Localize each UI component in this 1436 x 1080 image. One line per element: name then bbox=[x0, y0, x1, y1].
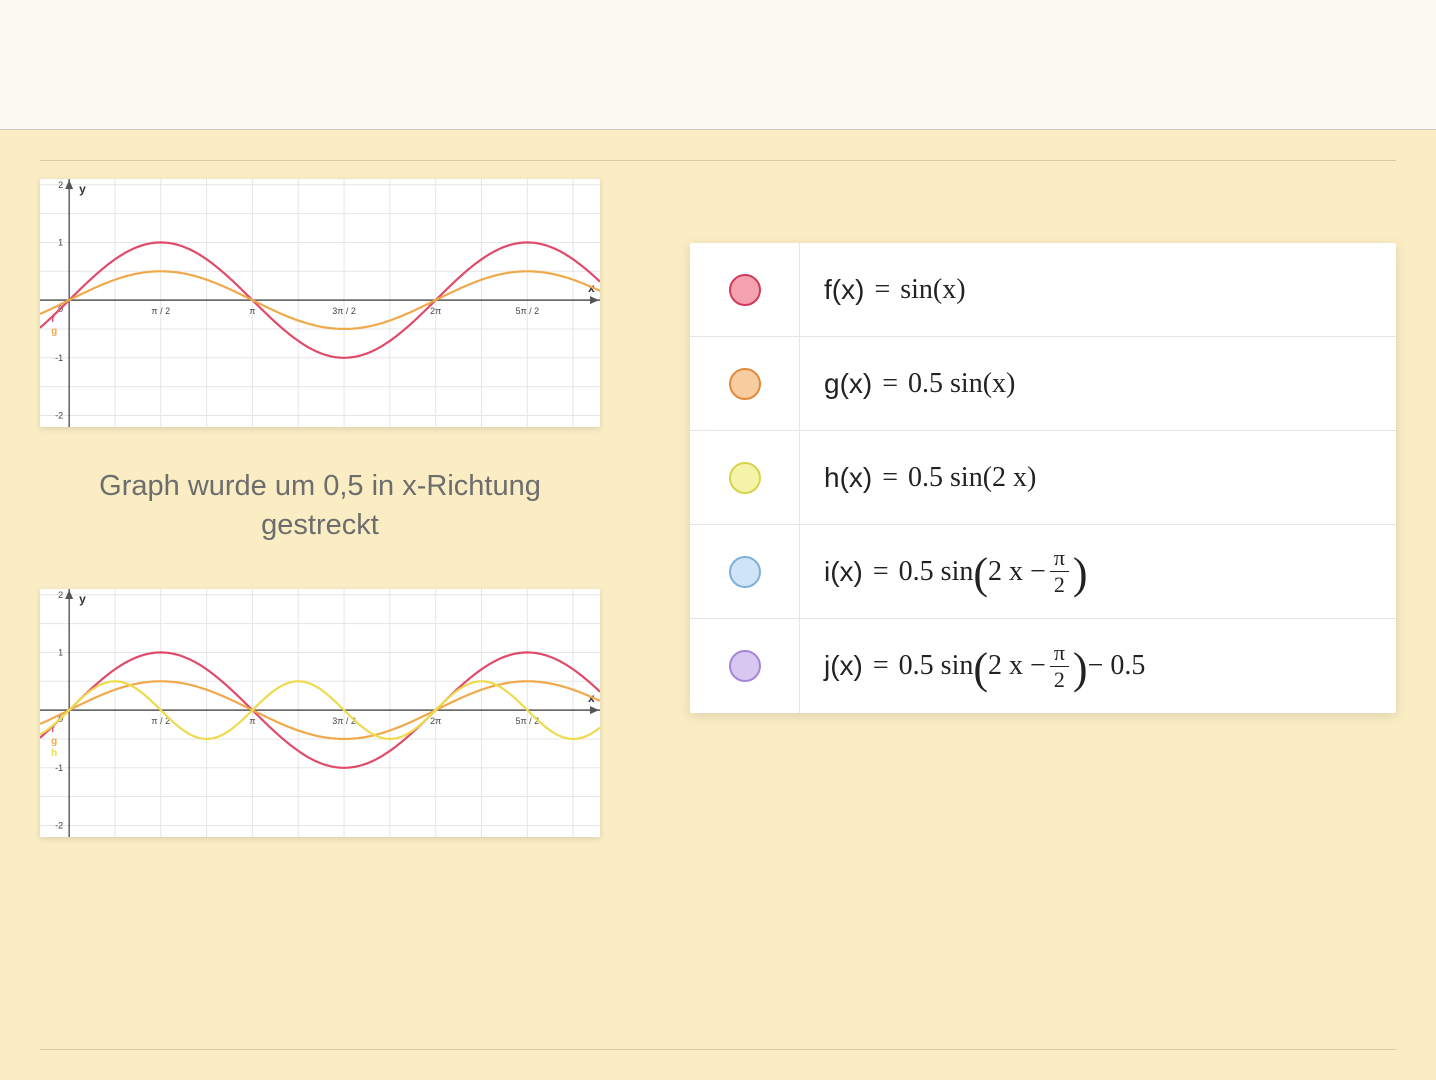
svg-text:2: 2 bbox=[58, 180, 63, 190]
formula-h: h(x)=0.5 sin(2 x) bbox=[800, 448, 1396, 508]
svg-text:-2: -2 bbox=[55, 410, 63, 420]
svg-text:y: y bbox=[79, 182, 86, 196]
divider-bottom bbox=[40, 1049, 1396, 1050]
svg-text:1: 1 bbox=[58, 648, 63, 658]
svg-text:g: g bbox=[51, 326, 57, 337]
legend-row-i: i(x)=0.5 sin(2 x − π2) bbox=[690, 525, 1396, 619]
swatch-cell bbox=[690, 619, 800, 713]
svg-text:2: 2 bbox=[58, 590, 63, 600]
right-column: f(x)=sin(x) g(x)=0.5 sin(x) h(x)=0.5 sin(2… bbox=[690, 179, 1396, 713]
svg-text:g: g bbox=[51, 736, 57, 747]
svg-text:-2: -2 bbox=[55, 821, 63, 831]
svg-text:2π: 2π bbox=[430, 716, 441, 726]
svg-text:π / 2: π / 2 bbox=[151, 306, 170, 316]
legend-row-g: g(x)=0.5 sin(x) bbox=[690, 337, 1396, 431]
formula-i: i(x)=0.5 sin(2 x − π2) bbox=[800, 533, 1396, 610]
svg-text:-1: -1 bbox=[55, 353, 63, 363]
formula-g: g(x)=0.5 sin(x) bbox=[800, 354, 1396, 414]
color-swatch-f bbox=[729, 274, 761, 306]
slide-body: -2-112π / 2π3π / 22π5π / 2xy0fg Graph wu… bbox=[0, 130, 1436, 1080]
color-swatch-j bbox=[729, 650, 761, 682]
swatch-cell bbox=[690, 243, 800, 336]
divider-top bbox=[40, 160, 1396, 161]
svg-text:1: 1 bbox=[58, 237, 63, 247]
svg-text:5π / 2: 5π / 2 bbox=[515, 306, 539, 316]
legend-row-j: j(x)=0.5 sin(2 x − π2) − 0.5 bbox=[690, 619, 1396, 713]
svg-text:2π: 2π bbox=[430, 306, 441, 316]
swatch-cell bbox=[690, 525, 800, 618]
color-swatch-i bbox=[729, 556, 761, 588]
color-swatch-h bbox=[729, 462, 761, 494]
caption-text: Graph wurde um 0,5 in x-Richtung gestrec… bbox=[40, 443, 600, 573]
swatch-cell bbox=[690, 337, 800, 430]
formula-f: f(x)=sin(x) bbox=[800, 260, 1396, 320]
left-column: -2-112π / 2π3π / 22π5π / 2xy0fg Graph wu… bbox=[40, 179, 600, 837]
svg-text:y: y bbox=[79, 592, 86, 606]
swatch-cell bbox=[690, 431, 800, 524]
color-swatch-g bbox=[729, 368, 761, 400]
content-columns: -2-112π / 2π3π / 22π5π / 2xy0fg Graph wu… bbox=[40, 179, 1396, 1031]
chart-top: -2-112π / 2π3π / 22π5π / 2xy0fg bbox=[40, 179, 600, 427]
legend-row-f: f(x)=sin(x) bbox=[690, 243, 1396, 337]
svg-text:-1: -1 bbox=[55, 763, 63, 773]
svg-text:3π / 2: 3π / 2 bbox=[332, 306, 356, 316]
svg-text:π: π bbox=[249, 306, 255, 316]
formula-j: j(x)=0.5 sin(2 x − π2) − 0.5 bbox=[800, 628, 1396, 705]
chart-bottom: -2-112π / 2π3π / 22π5π / 2xy0fgh bbox=[40, 589, 600, 837]
svg-text:π: π bbox=[249, 716, 255, 726]
legend-table: f(x)=sin(x) g(x)=0.5 sin(x) h(x)=0.5 sin(2… bbox=[690, 243, 1396, 713]
svg-text:h: h bbox=[51, 748, 57, 759]
legend-row-h: h(x)=0.5 sin(2 x) bbox=[690, 431, 1396, 525]
top-title-area bbox=[0, 0, 1436, 130]
